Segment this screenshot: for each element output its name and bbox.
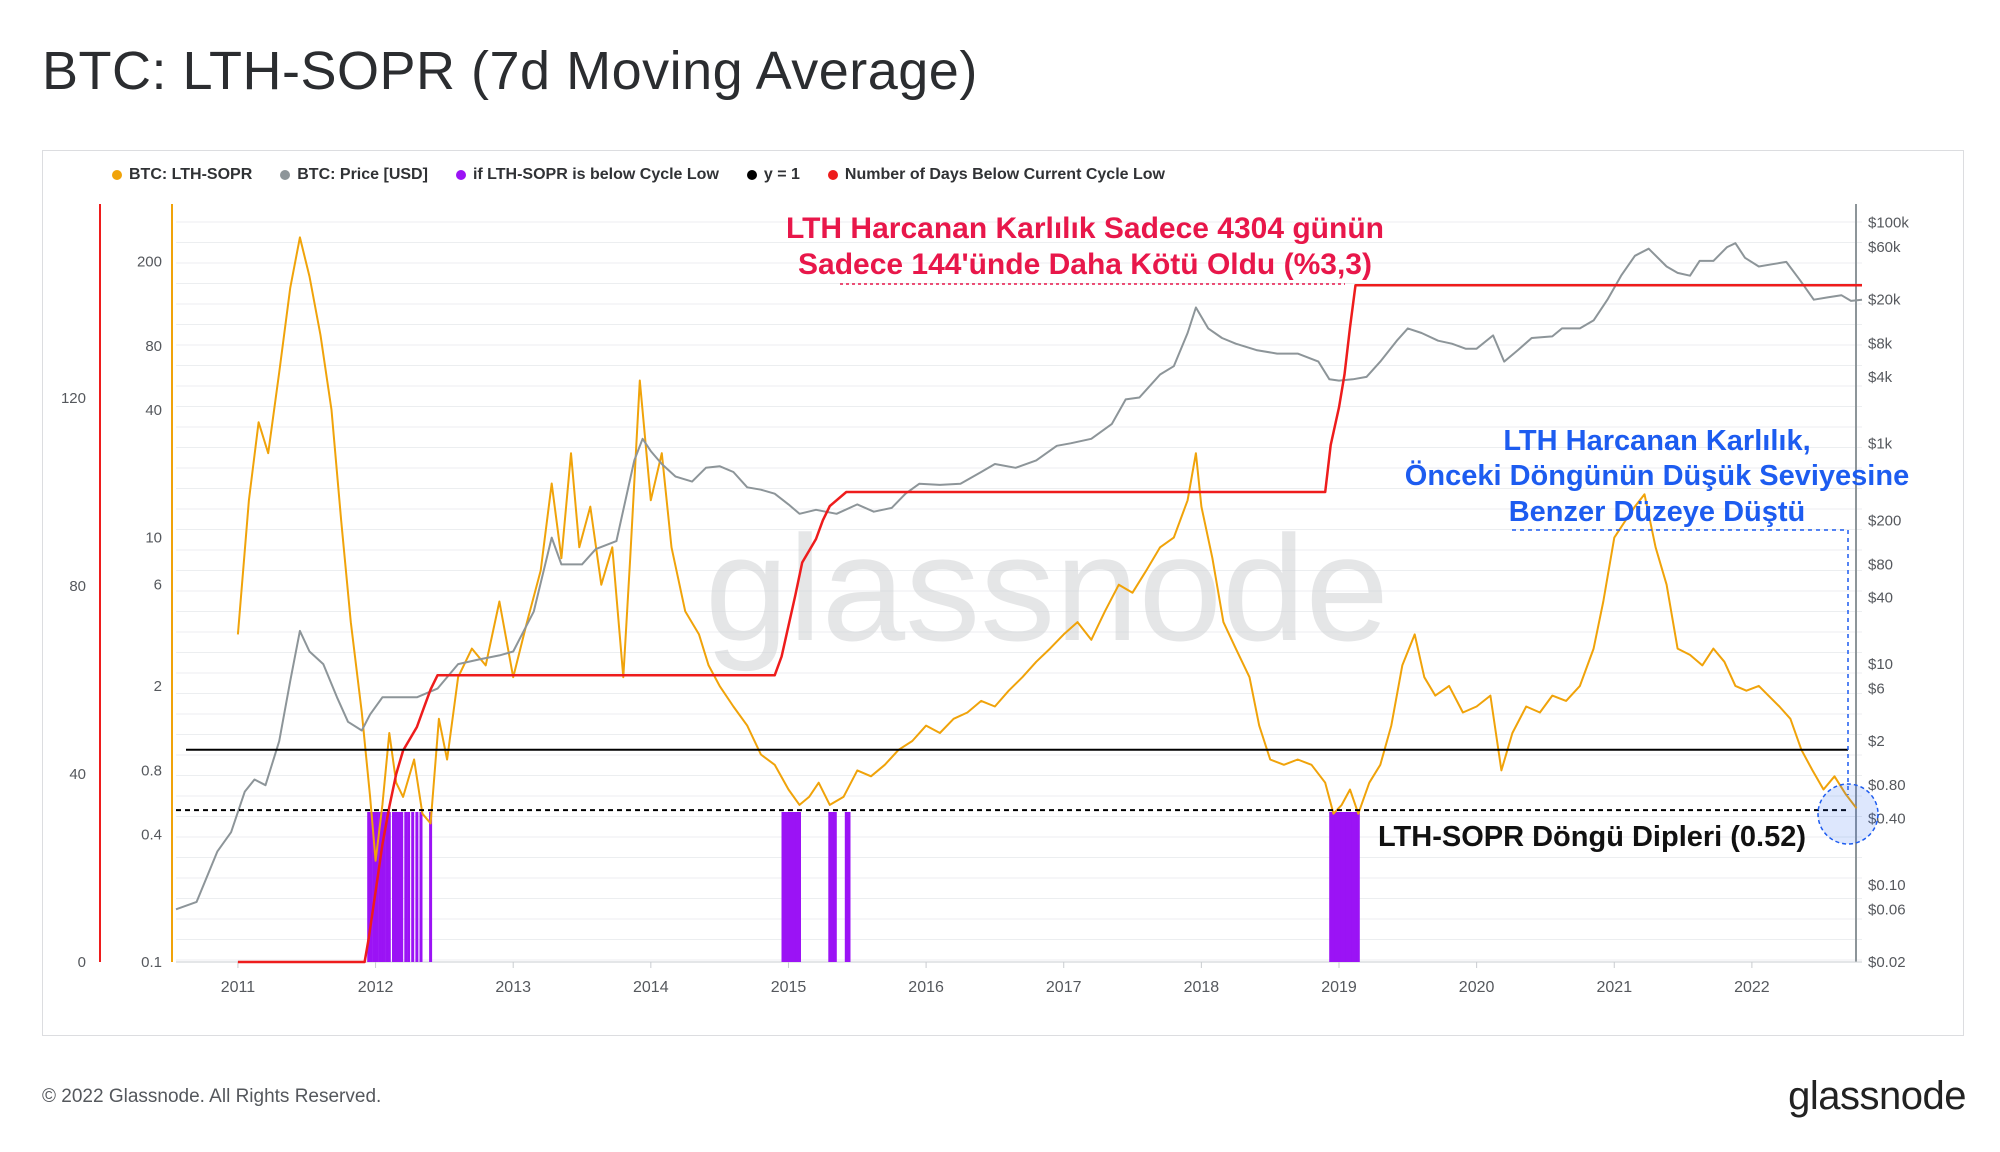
legend-item-price[interactable]: BTC: Price [USD] [280, 166, 428, 184]
annotation-blue-line3: Benzer Düzeye Düştü [1509, 496, 1806, 528]
legend-item-days-below[interactable]: Number of Days Below Current Cycle Low [827, 166, 1165, 184]
watermark: glassnode [705, 504, 1389, 672]
y-tick-price: $0.06 [1868, 901, 1906, 918]
y-tick-price: $0.02 [1868, 954, 1906, 971]
legend-label-price: BTC: Price [USD] [297, 166, 428, 183]
series-lines [175, 236, 1863, 964]
y-tick-lth-sopr: 0.1 [141, 954, 162, 971]
axes [99, 204, 1862, 968]
y-tick-price: $0.10 [1868, 877, 1906, 894]
brand-logo: glassnode [1788, 1074, 1966, 1118]
price-line [175, 242, 1863, 911]
copyright: © 2022 Glassnode. All Rights Reserved. [42, 1086, 382, 1107]
x-tick-label: 2015 [771, 979, 807, 996]
chart-frame [42, 150, 1964, 1036]
legend-item-lth-sopr[interactable]: BTC: LTH-SOPR [112, 166, 252, 184]
x-tick-label: 2016 [908, 979, 944, 996]
x-tick-label: 2022 [1734, 979, 1770, 996]
legend-dot-days-below [827, 170, 838, 180]
y-tick-lth-sopr: 0.8 [141, 762, 162, 779]
x-tick-label: 2013 [495, 979, 531, 996]
y-tick-days-below: 40 [69, 766, 86, 783]
legend-item-below-cycle-low[interactable]: if LTH-SOPR is below Cycle Low [455, 166, 719, 184]
y-tick-price: $100k [1868, 215, 1909, 232]
legend-dot-y1 [746, 170, 757, 180]
y-tick-lth-sopr: 2 [154, 678, 162, 695]
legend-dot-below-cycle-low [455, 170, 466, 180]
x-tick-label: 2017 [1046, 979, 1082, 996]
chart-legend: BTC: LTH-SOPR BTC: Price [USD] if LTH-SO… [112, 166, 1165, 184]
y-tick-price: $10 [1868, 656, 1893, 673]
days-below-line [237, 283, 1862, 964]
annotation-blue-leader [1512, 529, 1849, 795]
y-tick-days-below: 120 [61, 390, 86, 407]
x-tick-label: 2011 [221, 979, 256, 996]
annotation-cycle-bottom: LTH-SOPR Döngü Dipleri (0.52) [1378, 821, 1806, 853]
y-tick-price: $40 [1868, 590, 1893, 607]
x-tick-label: 2019 [1321, 979, 1357, 996]
y-tick-lth-sopr: 200 [137, 254, 162, 271]
y-tick-lth-sopr: 0.4 [141, 826, 162, 843]
annotation-red-line2: Sadece 144'ünde Daha Kötü Oldu (%3,3) [798, 248, 1372, 281]
legend-label-y1: y = 1 [763, 166, 800, 183]
y-tick-days-below: 80 [69, 578, 86, 595]
x-tick-label: 2021 [1597, 979, 1633, 996]
y-tick-price: $200 [1868, 513, 1901, 530]
legend-item-y1[interactable]: y = 1 [746, 166, 800, 184]
x-tick-label: 2012 [358, 979, 394, 996]
x-tick-label: 2018 [1184, 979, 1220, 996]
x-tick-label: 2020 [1459, 979, 1495, 996]
y-tick-price: $4k [1868, 369, 1893, 386]
y-tick-price: $6 [1868, 681, 1885, 698]
y-tick-lth-sopr: 40 [145, 402, 162, 419]
annotation-red-line1: LTH Harcanan Karlılık Sadece 4304 günün [786, 212, 1384, 245]
y-tick-price: $1k [1868, 435, 1893, 452]
page-title: BTC: LTH-SOPR (7d Moving Average) [42, 41, 978, 101]
x-tick-label: 2014 [633, 979, 669, 996]
y-tick-days-below: 0 [78, 954, 86, 971]
annotation-blue-line2: Önceki Döngünün Düşük Seviyesine [1405, 459, 1909, 492]
y-tick-lth-sopr: 6 [154, 577, 162, 594]
y-tick-lth-sopr: 10 [145, 530, 162, 547]
legend-label-below-cycle-low: if LTH-SOPR is below Cycle Low [472, 166, 719, 183]
legend-dot-price [280, 170, 291, 180]
legend-dot-lth-sopr [112, 170, 122, 180]
y-tick-price: $80 [1868, 556, 1893, 573]
y-tick-price: $2 [1868, 733, 1885, 750]
annotation-highlight-circle [1817, 783, 1879, 845]
legend-label-days-below: Number of Days Below Current Cycle Low [844, 166, 1165, 183]
legend-label-lth-sopr: BTC: LTH-SOPR [129, 166, 253, 183]
y-tick-lth-sopr: 80 [145, 338, 162, 355]
grid-lines [176, 221, 1862, 961]
y-tick-price: $20k [1868, 292, 1901, 309]
y-tick-price: $60k [1868, 239, 1901, 256]
annotation-blue-line1: LTH Harcanan Karlılık, [1503, 425, 1810, 457]
reference-lines [176, 748, 1848, 812]
y-tick-price: $0.80 [1868, 777, 1906, 794]
tick-labels: 0 40 80 120 0.1 0.4 0.8 2 6 10 40 80 200 $0.02 $0.06 $0… [61, 215, 1909, 996]
lth-sopr-line [236, 236, 1858, 862]
y-tick-price: $8k [1868, 336, 1893, 353]
